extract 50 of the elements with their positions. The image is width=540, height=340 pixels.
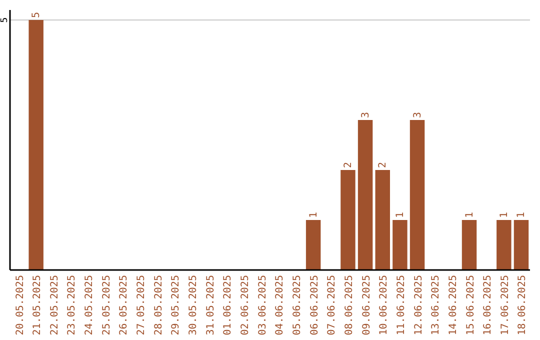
data-label: 1 <box>308 212 320 218</box>
data-label: 2 <box>378 162 389 168</box>
x-tick-label: 26.05.2025 <box>118 275 130 336</box>
x-tick-label: 13.06.2025 <box>430 275 442 336</box>
x-tick-label: 14.06.2025 <box>448 275 459 336</box>
x-tick-label: 28.05.2025 <box>153 275 164 336</box>
x-tick-label: 30.05.2025 <box>188 275 200 336</box>
x-tick-label: 24.05.2025 <box>84 275 96 336</box>
data-label: 1 <box>498 212 510 218</box>
x-tick-label: 12.06.2025 <box>413 275 424 336</box>
bar <box>410 120 425 270</box>
x-tick-label: 21.05.2025 <box>32 275 44 336</box>
x-tick-label: 09.06.2025 <box>361 275 372 336</box>
x-tick-label: 10.06.2025 <box>378 275 390 336</box>
x-tick-label: 06.06.2025 <box>309 275 320 336</box>
x-tick-label: 18.06.2025 <box>517 275 528 336</box>
x-tick-label: 02.06.2025 <box>240 275 252 336</box>
x-tick-label: 20.05.2025 <box>14 275 26 336</box>
x-tick-label: 29.05.2025 <box>170 275 182 336</box>
x-tick-label: 08.06.2025 <box>344 275 355 336</box>
data-label: 1 <box>394 212 406 218</box>
data-label: 3 <box>412 112 424 118</box>
x-tick-label: 17.06.2025 <box>500 275 511 336</box>
bar <box>306 220 321 270</box>
bar <box>340 170 356 270</box>
x-tick-label: 15.06.2025 <box>465 275 476 336</box>
x-tick-label: 01.06.2025 <box>222 275 234 336</box>
x-tick-label: 11.06.2025 <box>396 275 407 336</box>
bar <box>375 170 390 270</box>
bar <box>514 220 529 270</box>
data-label: 1 <box>516 212 528 218</box>
x-tick-label: 27.05.2025 <box>136 275 148 336</box>
bar <box>392 220 408 270</box>
x-tick-label: 31.05.2025 <box>205 275 216 336</box>
x-tick-label: 05.06.2025 <box>292 275 303 336</box>
x-tick-label: 22.05.2025 <box>49 275 60 336</box>
x-tick-label: 04.06.2025 <box>274 275 286 336</box>
x-tick-label: 25.05.2025 <box>101 275 112 336</box>
data-label: 5 <box>31 12 42 18</box>
x-tick-label: 23.05.2025 <box>66 275 78 336</box>
x-tick-label: 03.06.2025 <box>257 275 268 336</box>
bar <box>28 20 44 270</box>
data-label: 1 <box>464 212 476 218</box>
data-label: 2 <box>342 162 354 168</box>
x-tick-label: 16.06.2025 <box>482 275 494 336</box>
x-tick-label: 07.06.2025 <box>326 275 338 336</box>
bar <box>496 220 512 270</box>
bar <box>358 120 373 270</box>
bar <box>462 220 477 270</box>
data-label: 3 <box>360 112 372 118</box>
